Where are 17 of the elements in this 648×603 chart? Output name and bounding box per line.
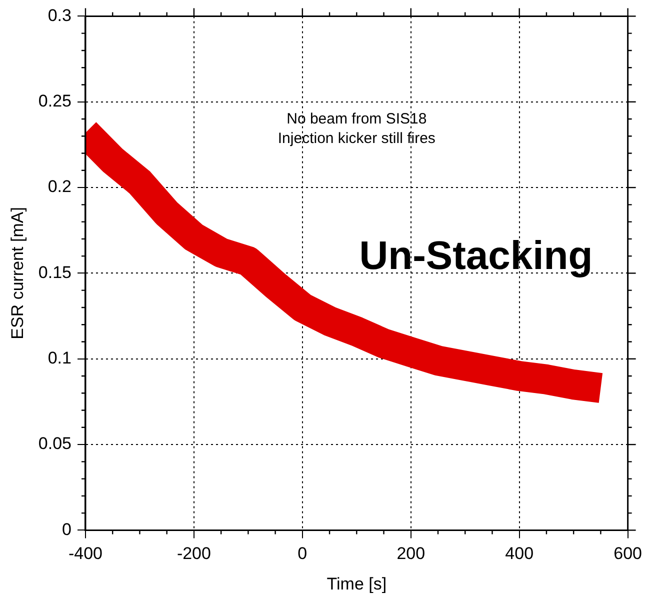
x-axis-title: Time [s] bbox=[326, 574, 387, 594]
x-tick-label: 0 bbox=[298, 544, 308, 564]
x-tick-label: -400 bbox=[68, 544, 103, 564]
x-tick-label: 200 bbox=[396, 544, 426, 564]
y-tick-label: 0.15 bbox=[38, 262, 72, 282]
y-tick-label: 0.3 bbox=[48, 6, 72, 25]
y-tick-label: 0.2 bbox=[48, 177, 72, 196]
x-tick-label: 600 bbox=[614, 544, 642, 564]
y-axis-title: ESR current [mA] bbox=[8, 207, 27, 340]
x-tick-label: 400 bbox=[505, 544, 534, 564]
x-tick-label: -200 bbox=[176, 544, 211, 564]
y-tick-label: 0.25 bbox=[38, 92, 72, 111]
y-tick-label: 0 bbox=[62, 520, 72, 539]
annotation: No beam from SIS18 Injection kicker still fires bbox=[278, 110, 436, 148]
annotation: Un-Stacking bbox=[359, 234, 593, 278]
y-tick-label: 0.05 bbox=[38, 434, 72, 454]
y-tick-label: 0.1 bbox=[48, 348, 72, 368]
